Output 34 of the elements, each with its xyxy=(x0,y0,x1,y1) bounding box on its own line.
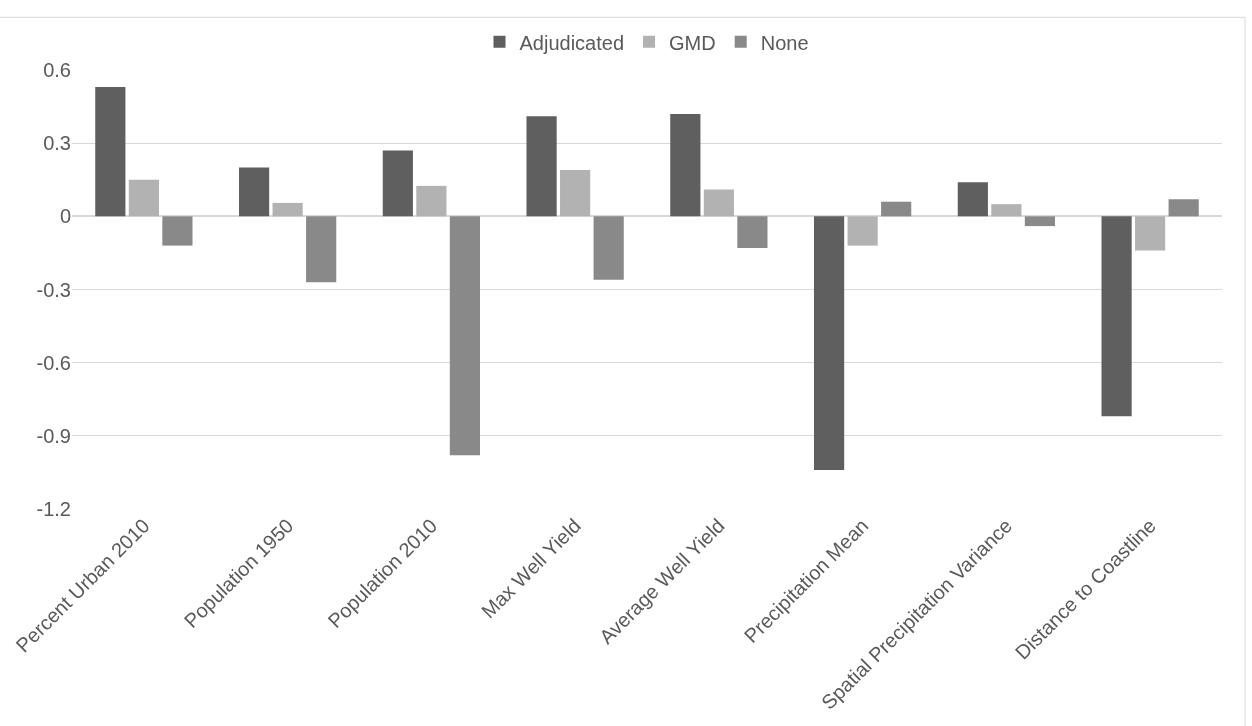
bar xyxy=(813,216,845,470)
bar xyxy=(449,216,481,456)
y-tick-label: -0.6 xyxy=(36,351,71,374)
y-tick-label: 0 xyxy=(59,205,71,228)
bar xyxy=(593,216,624,280)
bar xyxy=(703,189,734,217)
bar xyxy=(272,202,303,217)
legend-label: None xyxy=(760,31,809,54)
y-tick-label: 0.6 xyxy=(43,59,71,81)
bar xyxy=(847,216,878,246)
bar xyxy=(416,185,447,217)
bar xyxy=(1024,216,1056,227)
legend-label: GMD xyxy=(669,31,716,54)
y-tick-label: -1.2 xyxy=(36,498,71,520)
bar xyxy=(306,216,337,283)
bar xyxy=(382,150,413,217)
y-tick-label: -0.3 xyxy=(36,278,71,301)
y-tick-label: 0.3 xyxy=(43,132,71,155)
bar xyxy=(670,113,701,217)
bar xyxy=(95,87,126,217)
bar xyxy=(881,201,912,217)
bar xyxy=(560,169,591,217)
bar xyxy=(162,216,193,246)
bar xyxy=(1135,216,1166,251)
legend-label: Adjudicated xyxy=(519,31,625,54)
bar xyxy=(238,167,270,217)
bar xyxy=(1101,216,1132,417)
bar xyxy=(128,179,159,217)
bar xyxy=(526,116,557,217)
bar xyxy=(991,204,1022,217)
bar xyxy=(1168,199,1199,217)
bar xyxy=(737,216,768,249)
y-tick-label: -0.9 xyxy=(36,424,71,447)
bar xyxy=(957,182,988,217)
